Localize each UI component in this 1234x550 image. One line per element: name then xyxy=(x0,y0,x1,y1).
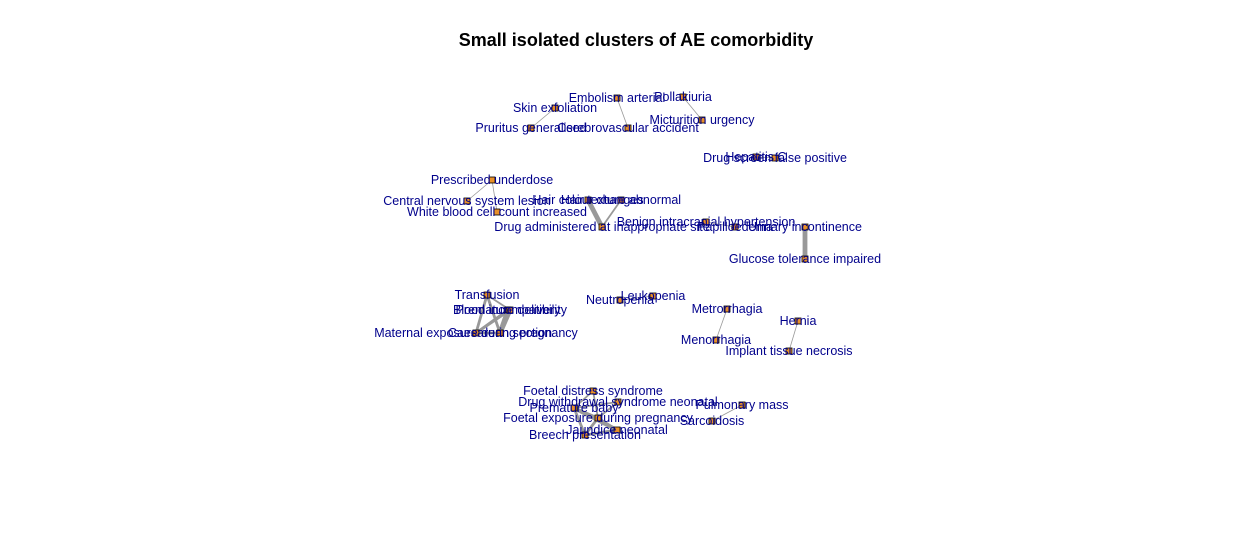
node-skin_exfoliation[interactable] xyxy=(551,104,559,112)
node-label-papilloedema: Papilloedema xyxy=(697,220,773,234)
node-label-sarcoidosis: Sarcoidosis xyxy=(680,414,745,428)
node-label-premature_baby: Premature baby xyxy=(530,401,620,415)
node-jaundice_neonatal[interactable] xyxy=(613,426,621,434)
node-label-foetal_distress: Foetal distress syndrome xyxy=(523,384,663,398)
node-drug_screen_false_positive[interactable] xyxy=(771,154,779,162)
edge-premature_baby-breech xyxy=(572,407,587,436)
edge-drug_withdrawal_neo-premature_baby xyxy=(573,401,619,409)
node-hair_texture_abnormal[interactable] xyxy=(617,196,625,204)
node-urinary_incontinence[interactable] xyxy=(801,223,809,231)
edge-blood_incompat-caesarean xyxy=(497,309,513,334)
node-label-prescribed_underdose: Prescribed underdose xyxy=(431,173,553,187)
node-cerebrovascular_accident[interactable] xyxy=(624,124,632,132)
edge-pulmonary_mass-sarcoidosis xyxy=(711,404,743,422)
edge-prescribed_underdose-cns_lesion xyxy=(466,179,493,202)
node-label-hepatitis_c: Hepatitis C xyxy=(725,150,786,164)
edge-leukopenia-neutropenia xyxy=(619,295,654,301)
node-label-wbc_increased: White blood cell count increased xyxy=(407,205,587,219)
node-pollakiuria[interactable] xyxy=(679,93,687,101)
node-papilloedema[interactable] xyxy=(731,223,739,231)
edge-transfusion-caesarean xyxy=(485,294,502,334)
node-label-transfusion: Transfusion xyxy=(455,288,520,302)
node-label-menorrhagia: Menorrhagia xyxy=(681,333,751,347)
node-label-foetal_exposure: Foetal exposure during pregnancy xyxy=(503,411,693,425)
edge-embolism_arterial-cerebrovascular_accident xyxy=(616,97,629,129)
node-label-drug_admin_site: Drug administered at inappropriate site xyxy=(494,220,709,234)
node-foetal_distress[interactable] xyxy=(589,387,597,395)
node-label-neutropenia: Neutropenia xyxy=(586,293,654,307)
node-sarcoidosis[interactable] xyxy=(708,417,716,425)
node-label-hernia: Hernia xyxy=(780,314,817,328)
node-breech[interactable] xyxy=(581,431,589,439)
graph-title: Small isolated clusters of AE comorbidit… xyxy=(458,30,814,50)
node-hair_colour_changes[interactable] xyxy=(584,196,592,204)
node-label-drug_screen_false_positive: Drug screen false positive xyxy=(703,151,847,165)
node-label-pruritus_generalised: Pruritus generalised xyxy=(475,121,586,135)
node-metrorrhagia[interactable] xyxy=(723,305,731,313)
node-leukopenia[interactable] xyxy=(649,292,657,300)
node-label-skin_exfoliation: Skin exfoliation xyxy=(513,101,597,115)
node-glucose_tolerance[interactable] xyxy=(801,255,809,263)
edge-hernia-implant_necrosis xyxy=(788,320,799,352)
node-label-implant_necrosis: Implant tissue necrosis xyxy=(725,344,852,358)
node-label-maternal_exposure: Maternal exposure during pregnancy xyxy=(374,326,578,340)
node-layer xyxy=(463,93,809,439)
edge-benign_ih-papilloedema xyxy=(705,221,736,228)
node-label-embolism_arterial: Embolism arterial xyxy=(569,91,666,105)
node-label-premature_delivery: Premature delivery xyxy=(456,303,562,317)
edge-skin_exfoliation-pruritus_generalised xyxy=(530,107,556,129)
node-premature_baby[interactable] xyxy=(570,404,578,412)
node-label-leukopenia: Leukopenia xyxy=(621,289,686,303)
node-hepatitis_c[interactable] xyxy=(752,153,760,161)
node-pruritus_generalised[interactable] xyxy=(527,124,535,132)
node-label-urinary_incontinence: Urinary incontinence xyxy=(748,220,862,234)
node-label-benign_ih: Benign intracranial hypertension xyxy=(617,215,796,229)
edge-hair_colour_changes-drug_admin_site xyxy=(585,198,605,229)
node-label-hair_texture_abnormal: Hair texture abnormal xyxy=(561,193,681,207)
node-label-drug_withdrawal_neo: Drug withdrawal syndrome neonatal xyxy=(518,395,717,409)
label-layer: Skin exfoliation Pruritus generalised Embo… xyxy=(374,90,881,442)
node-label-cerebrovascular_accident: Cerebrovascular accident xyxy=(557,121,699,135)
node-neutropenia[interactable] xyxy=(616,296,624,304)
edge-prescribed_underdose-wbc_increased xyxy=(491,179,498,213)
node-label-caesarean: Caesarean section xyxy=(448,326,552,340)
node-pulmonary_mass[interactable] xyxy=(738,401,746,409)
node-menorrhagia[interactable] xyxy=(712,336,720,344)
node-drug_withdrawal_neo[interactable] xyxy=(614,398,622,406)
node-hernia[interactable] xyxy=(794,317,802,325)
node-label-hair_colour_changes: Hair colour changes xyxy=(532,193,643,207)
node-label-breech: Breech presentation xyxy=(529,428,641,442)
node-label-glucose_tolerance: Glucose tolerance impaired xyxy=(729,252,881,266)
node-label-cns_lesion: Central nervous system lesion xyxy=(383,194,550,208)
node-micturition_urgency[interactable] xyxy=(698,116,706,124)
node-label-pulmonary_mass: Pulmonary mass xyxy=(695,398,788,412)
node-cns_lesion[interactable] xyxy=(463,197,471,205)
node-wbc_increased[interactable] xyxy=(493,208,501,216)
node-benign_ih[interactable] xyxy=(702,218,710,226)
edge-blood_incompat-maternal_exposure xyxy=(475,308,511,335)
node-implant_necrosis[interactable] xyxy=(785,347,793,355)
edge-pollakiuria-micturition_urgency xyxy=(682,96,703,121)
node-label-jaundice_neonatal: Jaundice neonatal xyxy=(566,423,667,437)
node-caesarean[interactable] xyxy=(496,329,504,337)
node-label-micturition_urgency: Micturition urgency xyxy=(650,113,756,127)
node-label-pollakiuria: Pollakiuria xyxy=(654,90,712,104)
node-blood_incompat[interactable] xyxy=(506,306,514,314)
edge-hair_texture_abnormal-drug_admin_site xyxy=(601,199,622,228)
node-prescribed_underdose[interactable] xyxy=(488,176,496,184)
edge-transfusion-maternal_exposure xyxy=(474,294,489,334)
node-label-metrorrhagia: Metrorrhagia xyxy=(692,302,763,316)
node-drug_admin_site[interactable] xyxy=(598,223,606,231)
edge-metrorrhagia-menorrhagia xyxy=(715,308,728,341)
edge-breech-jaundice_neonatal xyxy=(584,428,618,437)
node-label-blood_incompat: Blood incompatibility xyxy=(453,303,568,317)
node-embolism_arterial[interactable] xyxy=(613,94,621,102)
node-transfusion[interactable] xyxy=(483,291,491,299)
node-maternal_exposure[interactable] xyxy=(472,329,480,337)
node-foetal_exposure[interactable] xyxy=(594,414,602,422)
